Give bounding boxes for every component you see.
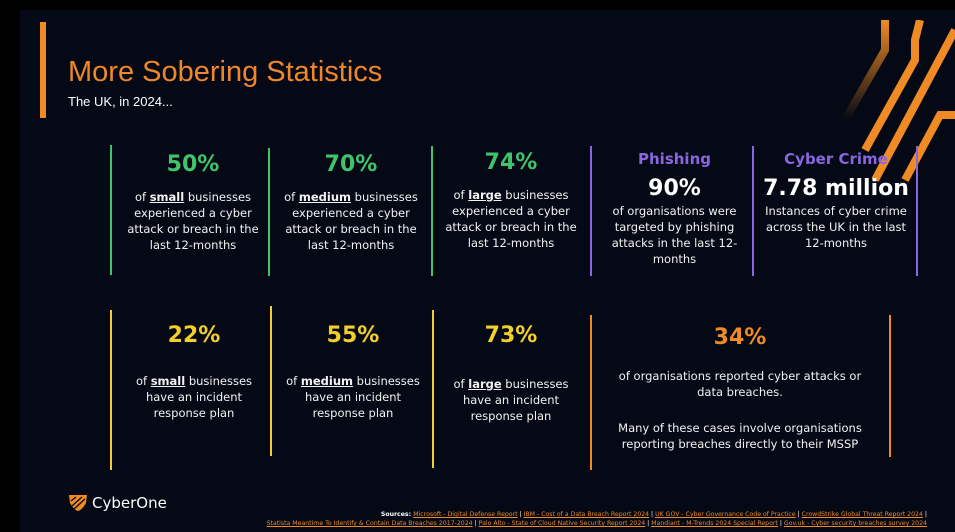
divider: [431, 146, 433, 276]
source-link[interactable]: Gov.uk - Cyber security breaches survey …: [783, 520, 927, 527]
stat-description: of organisations were targeted by phishi…: [611, 204, 738, 266]
sources-label: Sources:: [380, 511, 414, 518]
page-title: More Sobering Statistics: [68, 56, 383, 88]
shield-logo-icon: [69, 495, 87, 511]
stat-description: of small businesses have an incident res…: [135, 374, 253, 420]
stat-header: Phishing: [638, 150, 711, 168]
stat-value: 74%: [484, 150, 538, 175]
stat-value: 7.78 million: [763, 176, 909, 201]
logo-text: CyberOne: [92, 494, 167, 512]
stat-card-large-irp: 73% of large businesses have an incident…: [448, 323, 574, 424]
stat-value: 55%: [326, 323, 380, 348]
source-link[interactable]: IBM - Cost of a Data Breach Report 2024: [523, 511, 650, 518]
divider: [110, 145, 112, 275]
stat-value: 50%: [166, 152, 220, 177]
stat-value: 73%: [484, 323, 538, 348]
source-link[interactable]: Statista Meantime To Identify & Contain …: [266, 520, 473, 527]
stat-card-medium-irp: 55% of medium businesses have an inciden…: [284, 323, 422, 421]
sources: Sources: Microsoft - Digital Defense Rep…: [266, 511, 927, 527]
stat-card-large-breach: 74% of large businesses experienced a cy…: [443, 150, 579, 251]
stat-header: Cyber Crime: [784, 150, 888, 168]
slide: [20, 10, 955, 532]
divider: [590, 146, 592, 276]
divider: [916, 146, 918, 276]
divider: [590, 315, 592, 470]
stat-description: of large businesses have an incident res…: [453, 377, 569, 423]
stat-card-cyber-crime: Cyber Crime 7.78 million Instances of cy…: [758, 150, 914, 251]
stat-description: Instances of cyber crime across the UK i…: [765, 204, 907, 250]
divider: [268, 148, 270, 276]
stat-description: of organisations reported cyber attacks …: [618, 369, 862, 399]
stat-card-medium-breach: 70% of medium businesses experienced a c…: [282, 152, 420, 253]
source-link[interactable]: Microsoft - Digital Defense Report: [413, 511, 518, 518]
source-link[interactable]: Mandiant - M-Trends 2024 Special Report: [651, 520, 778, 527]
accent-bar: [40, 22, 46, 118]
stat-description-mssp: Many of these cases involve organisation…: [618, 421, 862, 451]
divider: [110, 310, 112, 470]
stat-card-mssp: 34% of organisations reported cyber atta…: [605, 325, 875, 452]
stat-value: 70%: [324, 152, 378, 177]
stat-value: 22%: [167, 323, 221, 348]
cyberone-logo: CyberOne: [68, 494, 167, 512]
stat-description: of medium businesses experienced a cyber…: [284, 190, 418, 252]
stat-description: of medium businesses have an incident re…: [286, 374, 420, 420]
stat-card-phishing: Phishing 90% of organisations were targe…: [602, 150, 747, 267]
stat-card-small-breach: 50% of small businesses experienced a cy…: [124, 152, 262, 253]
source-link[interactable]: Palo Alto - State of Cloud Native Securi…: [478, 520, 646, 527]
divider: [889, 315, 891, 457]
stat-description: of large businesses experienced a cyber …: [445, 188, 577, 250]
divider: [270, 306, 272, 456]
divider: [752, 146, 754, 276]
circuit-decoration-icon: [841, 20, 955, 182]
page-subtitle: The UK, in 2024...: [68, 94, 173, 109]
stat-value: 90%: [648, 176, 701, 201]
source-link[interactable]: UK GOV - Cyber Governance Code of Practi…: [655, 511, 796, 518]
source-link[interactable]: CrowdStrike Global Threat Report 2024: [801, 511, 923, 518]
stat-card-small-irp: 22% of small businesses have an incident…: [124, 323, 264, 421]
stat-value: 34%: [713, 325, 767, 350]
stat-description: of small businesses experienced a cyber …: [127, 190, 259, 252]
divider: [432, 310, 434, 468]
